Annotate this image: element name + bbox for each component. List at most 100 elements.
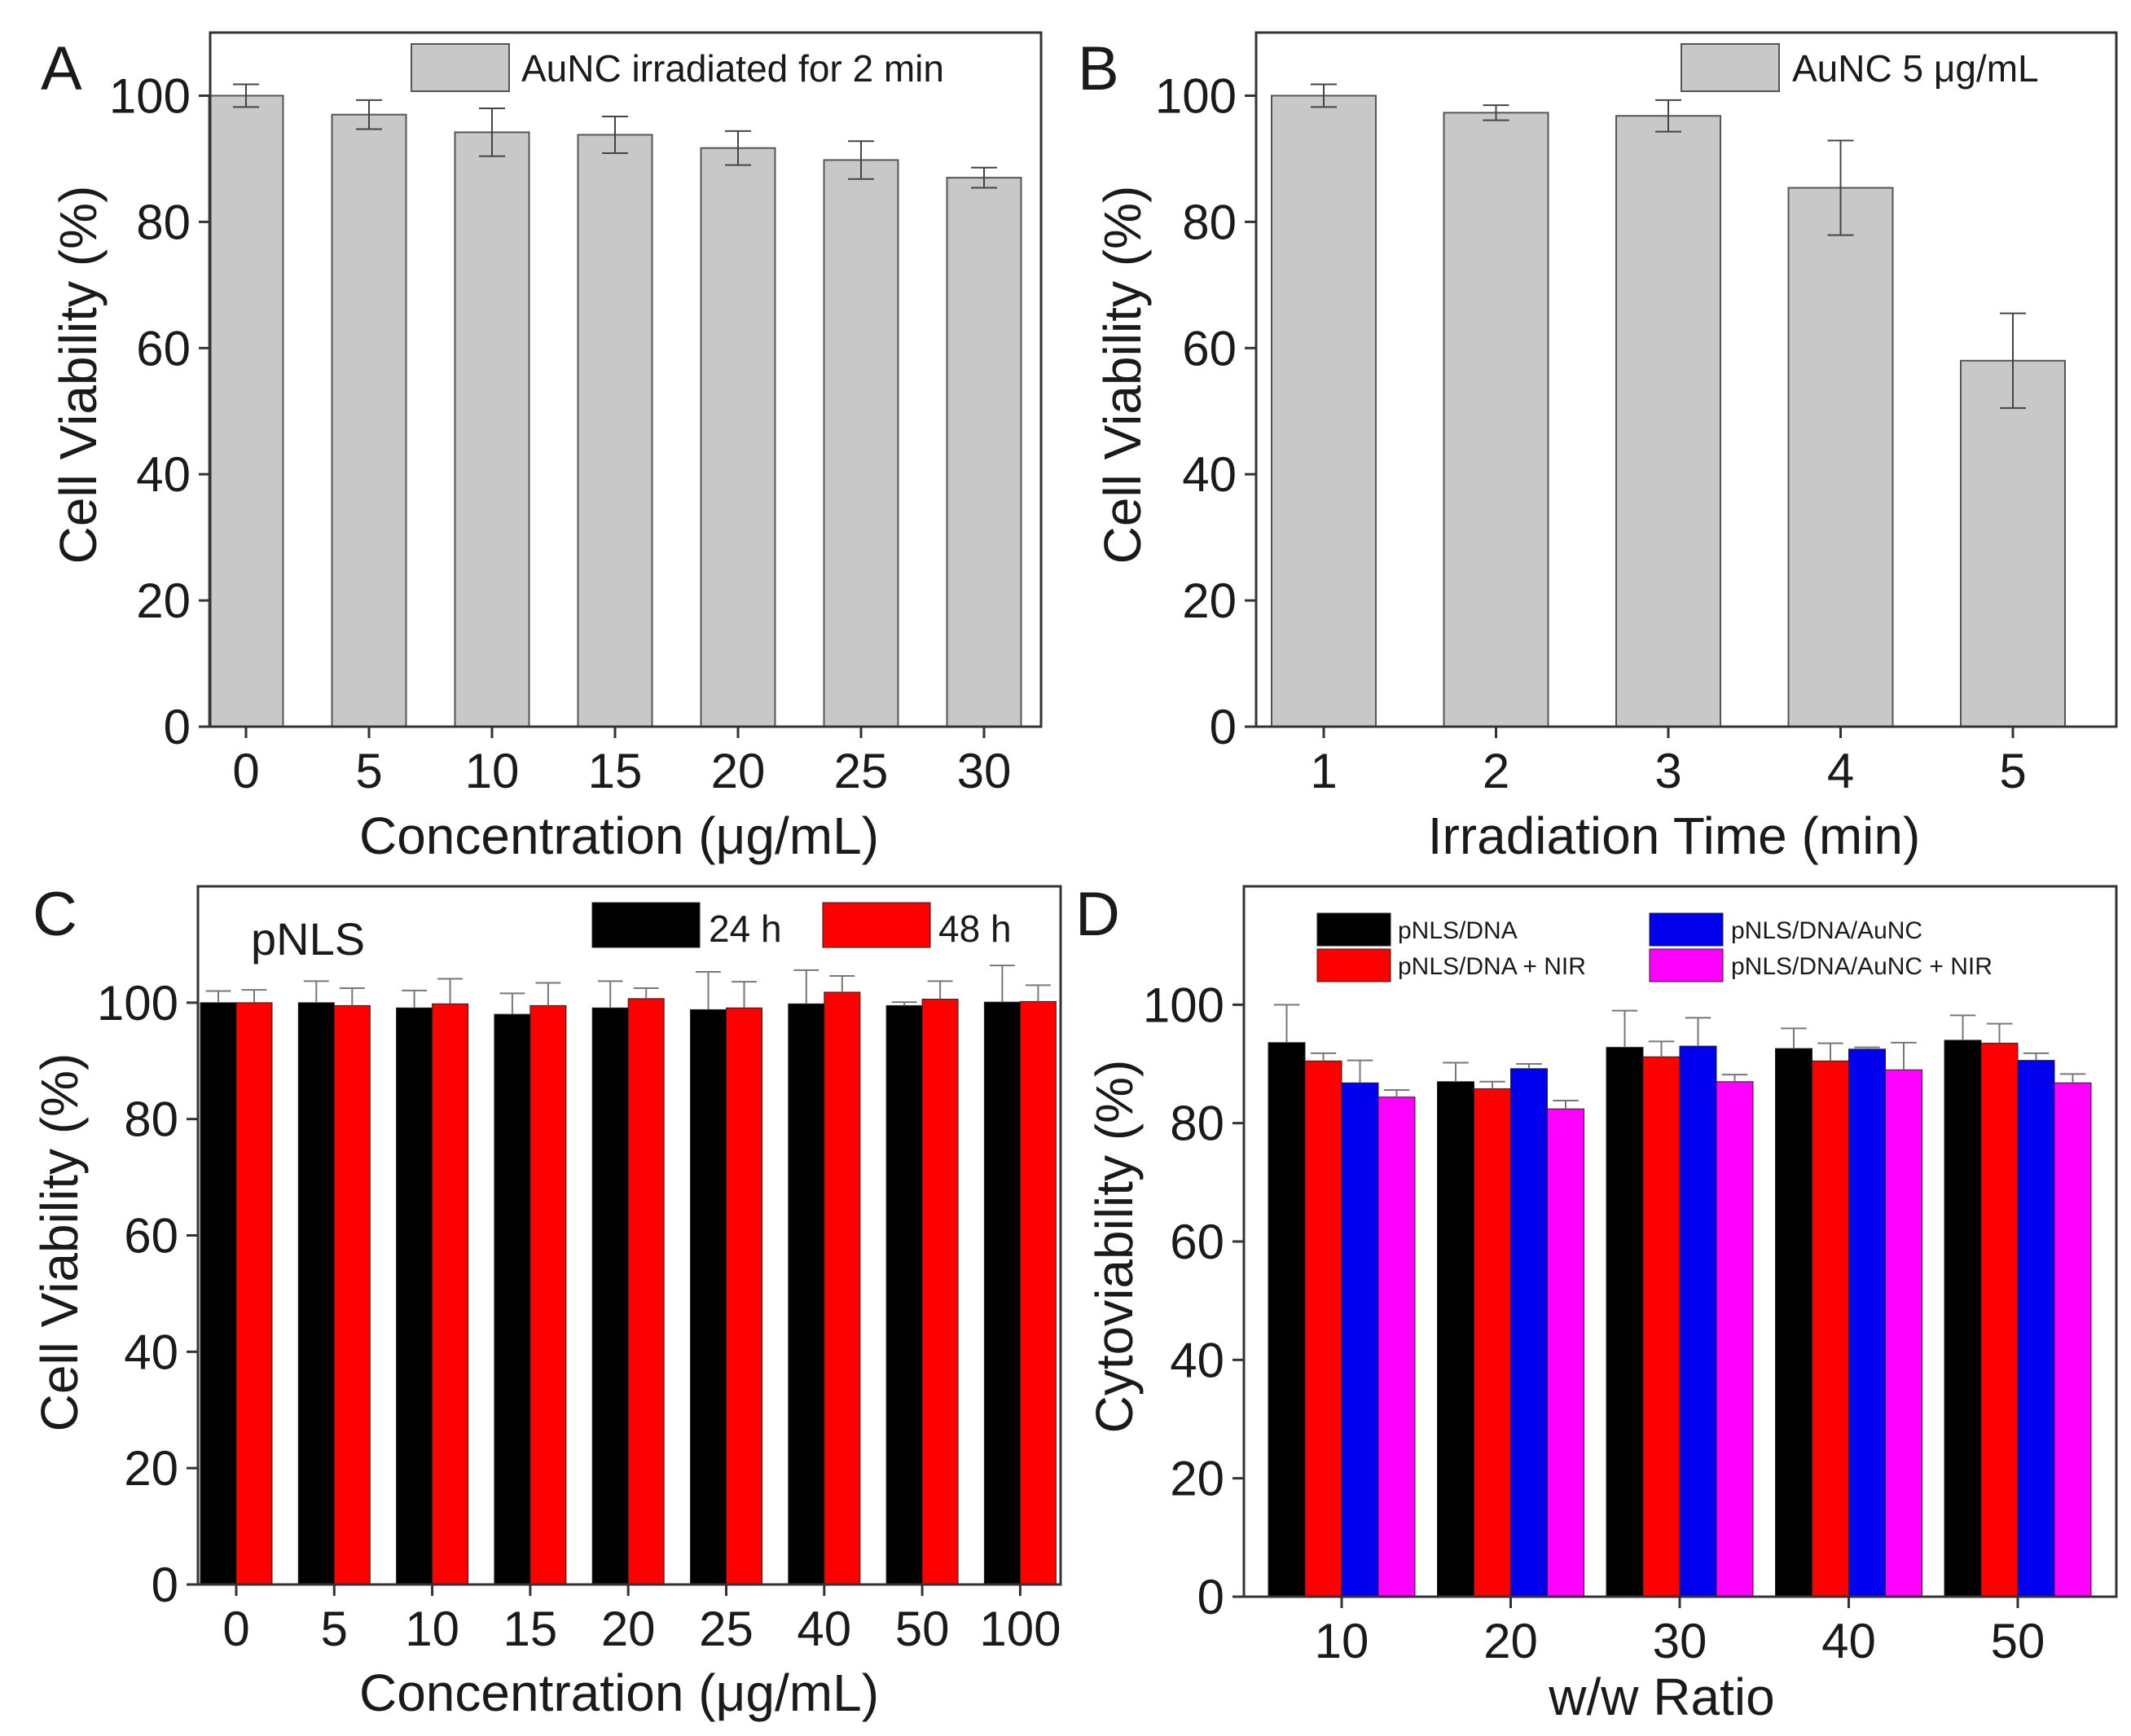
y-tick-label: 40 (124, 1325, 178, 1379)
x-tick-label: 5 (1999, 744, 2026, 798)
bar-d-3-2 (1848, 1048, 1886, 1598)
legend-label: AuNC irradiated for 2 min (521, 47, 944, 90)
x-tick-label: 25 (834, 744, 889, 798)
bar-c-0-1 (235, 1002, 273, 1585)
legend-label: pNLS/DNA + NIR (1398, 953, 1586, 980)
x-tick-label: 40 (1821, 1614, 1876, 1668)
bar-a-3-0 (577, 134, 653, 727)
panel-c: 0 5 10 15 20 25 40 50 100 0 20 40 60 80 100 Concentrati… (30, 880, 1062, 1722)
y-tick-label: 20 (136, 574, 191, 628)
panel-label: D (1075, 880, 1120, 949)
y-axis-title: Cytoviability (%) (1085, 1060, 1144, 1434)
y-tick-label: 0 (164, 700, 191, 754)
x-tick-label: 50 (1991, 1614, 2045, 1668)
bar-a-1-0 (331, 113, 407, 727)
bar-c-3-1 (529, 1004, 567, 1585)
y-tick-label: 0 (152, 1558, 178, 1612)
bar-d-4-1 (1980, 1043, 2019, 1598)
legend-swatch (1649, 912, 1724, 947)
bar-c-6-1 (824, 991, 861, 1585)
x-tick-label: 100 (979, 1602, 1061, 1656)
panel-label: C (33, 880, 77, 949)
bar-c-3-0 (494, 1013, 531, 1585)
y-axis-title: Cell Viability (%) (30, 1053, 89, 1432)
bar-d-0-3 (1377, 1097, 1416, 1598)
y-tick-label: 0 (1197, 1570, 1224, 1624)
bar-c-5-0 (690, 1009, 727, 1585)
y-tick-label: 60 (1170, 1215, 1224, 1269)
x-axis-title: Concentration (μg/mL) (359, 806, 879, 865)
bar-d-2-2 (1679, 1045, 1717, 1598)
panel-a: 0 5 10 15 20 25 30 0 20 40 60 80 100 Concentration (μ… (41, 31, 1043, 865)
y-tick-label: 100 (97, 976, 178, 1031)
x-tick-label: 20 (1483, 1614, 1538, 1668)
x-tick-label: 50 (895, 1602, 950, 1656)
legend-swatch (1316, 912, 1391, 947)
bar-a-6-0 (946, 177, 1022, 728)
bar-b-2-0 (1615, 115, 1721, 728)
y-tick-label: 0 (1210, 700, 1237, 754)
panel-label: A (41, 34, 82, 103)
legend-swatch (591, 902, 701, 948)
panel-label: B (1078, 34, 1119, 103)
bar-d-2-0 (1606, 1047, 1644, 1598)
x-tick-label: 0 (222, 1602, 249, 1656)
y-tick-label: 80 (124, 1092, 178, 1147)
x-axis-title: Concentration (μg/mL) (359, 1663, 879, 1722)
bar-d-2-3 (1716, 1081, 1754, 1598)
bar-d-1-3 (1547, 1108, 1584, 1598)
bar-c-7-1 (921, 999, 959, 1585)
x-tick-label: 30 (957, 744, 1012, 798)
x-tick-label: 20 (601, 1602, 656, 1656)
x-axis-title: w/w Ratio (1548, 1668, 1774, 1726)
legend-label: 48 h (938, 908, 1012, 950)
x-tick-label: 25 (699, 1602, 754, 1656)
bar-b-4-0 (1960, 359, 2066, 727)
plot-frame (1254, 31, 2118, 728)
legend-label: pNLS/DNA/AuNC + NIR (1731, 953, 1993, 980)
y-tick-label: 20 (1182, 574, 1237, 628)
x-tick-label: 40 (797, 1602, 851, 1656)
bar-c-5-1 (726, 1007, 762, 1585)
panel-b: 1 2 3 4 5 0 20 40 60 80 100 Irradiation Time (min) C… (1078, 31, 2118, 865)
legend-label: pNLS/DNA (1398, 917, 1518, 944)
y-tick-label: 40 (1170, 1333, 1224, 1387)
y-tick-label: 60 (124, 1209, 178, 1264)
x-tick-label: 15 (588, 744, 643, 798)
panel-annotation: pNLS (251, 913, 365, 965)
y-tick-label: 40 (1182, 447, 1237, 502)
bar-d-4-3 (2054, 1082, 2092, 1598)
y-tick-label: 60 (136, 321, 191, 376)
bar-a-4-0 (700, 147, 776, 727)
legend-swatch (1681, 43, 1780, 92)
x-tick-label: 1 (1310, 744, 1337, 798)
x-tick-label: 10 (465, 744, 520, 798)
x-axis-title: Irradiation Time (min) (1428, 806, 1921, 865)
bar-d-2-1 (1642, 1056, 1681, 1598)
bar-c-4-1 (627, 998, 665, 1585)
bar-d-3-1 (1812, 1060, 1849, 1598)
y-tick-label: 60 (1182, 321, 1237, 376)
x-tick-label: 5 (321, 1602, 348, 1656)
bar-c-6-0 (788, 1003, 825, 1585)
bar-c-1-0 (297, 1002, 335, 1585)
bar-d-0-2 (1341, 1082, 1379, 1598)
bar-a-0-0 (208, 94, 284, 728)
legend-label: 24 h (709, 908, 782, 950)
y-axis-title: Cell Viability (%) (1093, 186, 1152, 565)
x-tick-label: 20 (711, 744, 766, 798)
legend-swatch (411, 43, 510, 92)
bar-d-1-2 (1510, 1068, 1548, 1598)
y-tick-label: 80 (1182, 195, 1237, 249)
legend-swatch (822, 902, 931, 948)
bar-a-5-0 (823, 159, 899, 727)
x-tick-label: 4 (1827, 744, 1854, 798)
x-tick-label: 10 (405, 1602, 459, 1656)
y-tick-label: 20 (124, 1441, 178, 1496)
y-tick-label: 40 (136, 447, 191, 502)
y-tick-label: 100 (109, 68, 191, 123)
bar-b-3-0 (1787, 187, 1894, 727)
bar-d-4-2 (2017, 1060, 2055, 1598)
bar-b-0-0 (1271, 94, 1377, 728)
